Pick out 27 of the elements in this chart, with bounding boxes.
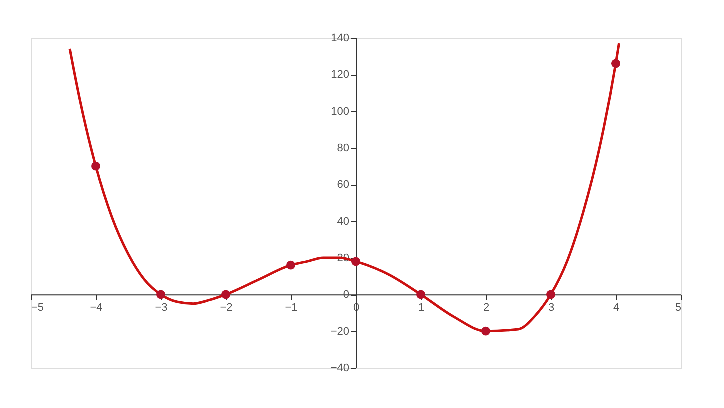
point: [286, 260, 296, 270]
point: [352, 257, 360, 266]
x-tick-label: 3: [548, 302, 555, 314]
y-tick-label: 100: [331, 106, 350, 118]
point: [156, 290, 166, 300]
x-tick-label: −5: [32, 302, 44, 314]
point: [612, 59, 620, 68]
point: [222, 290, 230, 300]
x-tick-label: −3: [155, 302, 168, 314]
x-tick-label: 1: [418, 302, 425, 314]
point: [482, 326, 490, 336]
y-tick-label: 140: [331, 32, 350, 44]
point: [92, 162, 100, 171]
point: [546, 290, 556, 300]
y-tick-label: 40: [337, 216, 350, 228]
y-tick-label: −20: [330, 326, 350, 338]
x-tick-label: 2: [483, 302, 490, 314]
y-tick-label: 60: [337, 179, 350, 192]
y-tick-label: 120: [331, 69, 350, 82]
x-tick-label: 5: [675, 302, 682, 314]
y-tick-label: 80: [337, 142, 350, 154]
x-tick-label: 4: [613, 302, 620, 314]
x-tick-label: −2: [220, 302, 233, 314]
x-tick-label: −1: [285, 302, 298, 314]
point: [416, 290, 426, 300]
y-tick-label: −40: [330, 362, 350, 374]
x-tick-label: −4: [90, 302, 103, 314]
